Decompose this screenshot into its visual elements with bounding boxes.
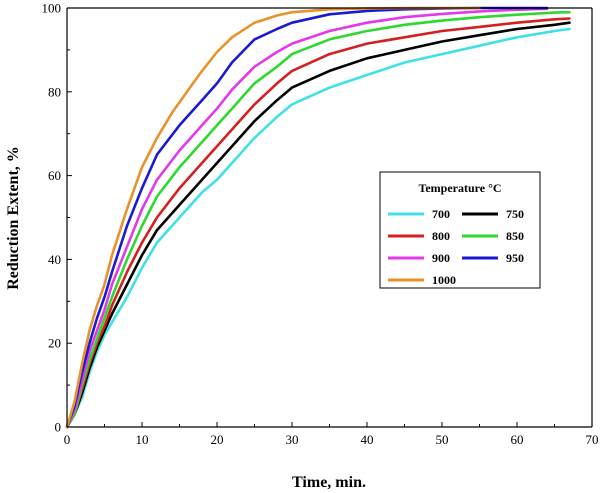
x-tick-label: 30 <box>286 432 299 447</box>
legend: Temperature °C 700 750 800 850 900 950 1000 <box>379 171 541 289</box>
y-tick-label: 60 <box>48 168 61 183</box>
legend-items: 700 750 800 850 900 950 1000 <box>388 207 524 287</box>
x-axis-label: Time, min. <box>292 474 366 491</box>
y-tick-label: 80 <box>48 84 61 99</box>
series-line-800 <box>65 17 571 429</box>
legend-label-700: 700 <box>432 207 450 221</box>
legend-label-750: 750 <box>506 207 524 221</box>
x-tick-label: 40 <box>361 432 374 447</box>
series-line-900 <box>65 7 549 429</box>
x-tick-label: 0 <box>64 432 71 447</box>
legend-title: Temperature °C <box>418 181 501 195</box>
plot-area <box>65 6 571 429</box>
legend-label-950: 950 <box>506 251 524 265</box>
legend-label-900: 900 <box>432 251 450 265</box>
legend-label-800: 800 <box>432 229 450 243</box>
y-tick-label: 20 <box>48 336 61 351</box>
x-tick-label: 50 <box>436 432 449 447</box>
series-line-1000 <box>65 6 481 429</box>
y-axis-label: Reduction Extent, % <box>5 146 22 290</box>
x-tick-label: 10 <box>136 432 149 447</box>
series-line-700 <box>65 27 571 429</box>
legend-box <box>379 171 541 289</box>
legend-label-1000: 1000 <box>432 273 456 287</box>
series-line-850 <box>65 10 571 429</box>
x-tick-label: 60 <box>511 432 524 447</box>
series-line-750 <box>65 21 571 429</box>
y-tick-label: 100 <box>42 1 62 16</box>
x-tick-label: 70 <box>586 432 599 447</box>
legend-label-850: 850 <box>506 229 524 243</box>
y-tick-label: 40 <box>48 252 61 267</box>
x-tick-label: 20 <box>211 432 224 447</box>
y-tick-label: 0 <box>55 420 62 435</box>
